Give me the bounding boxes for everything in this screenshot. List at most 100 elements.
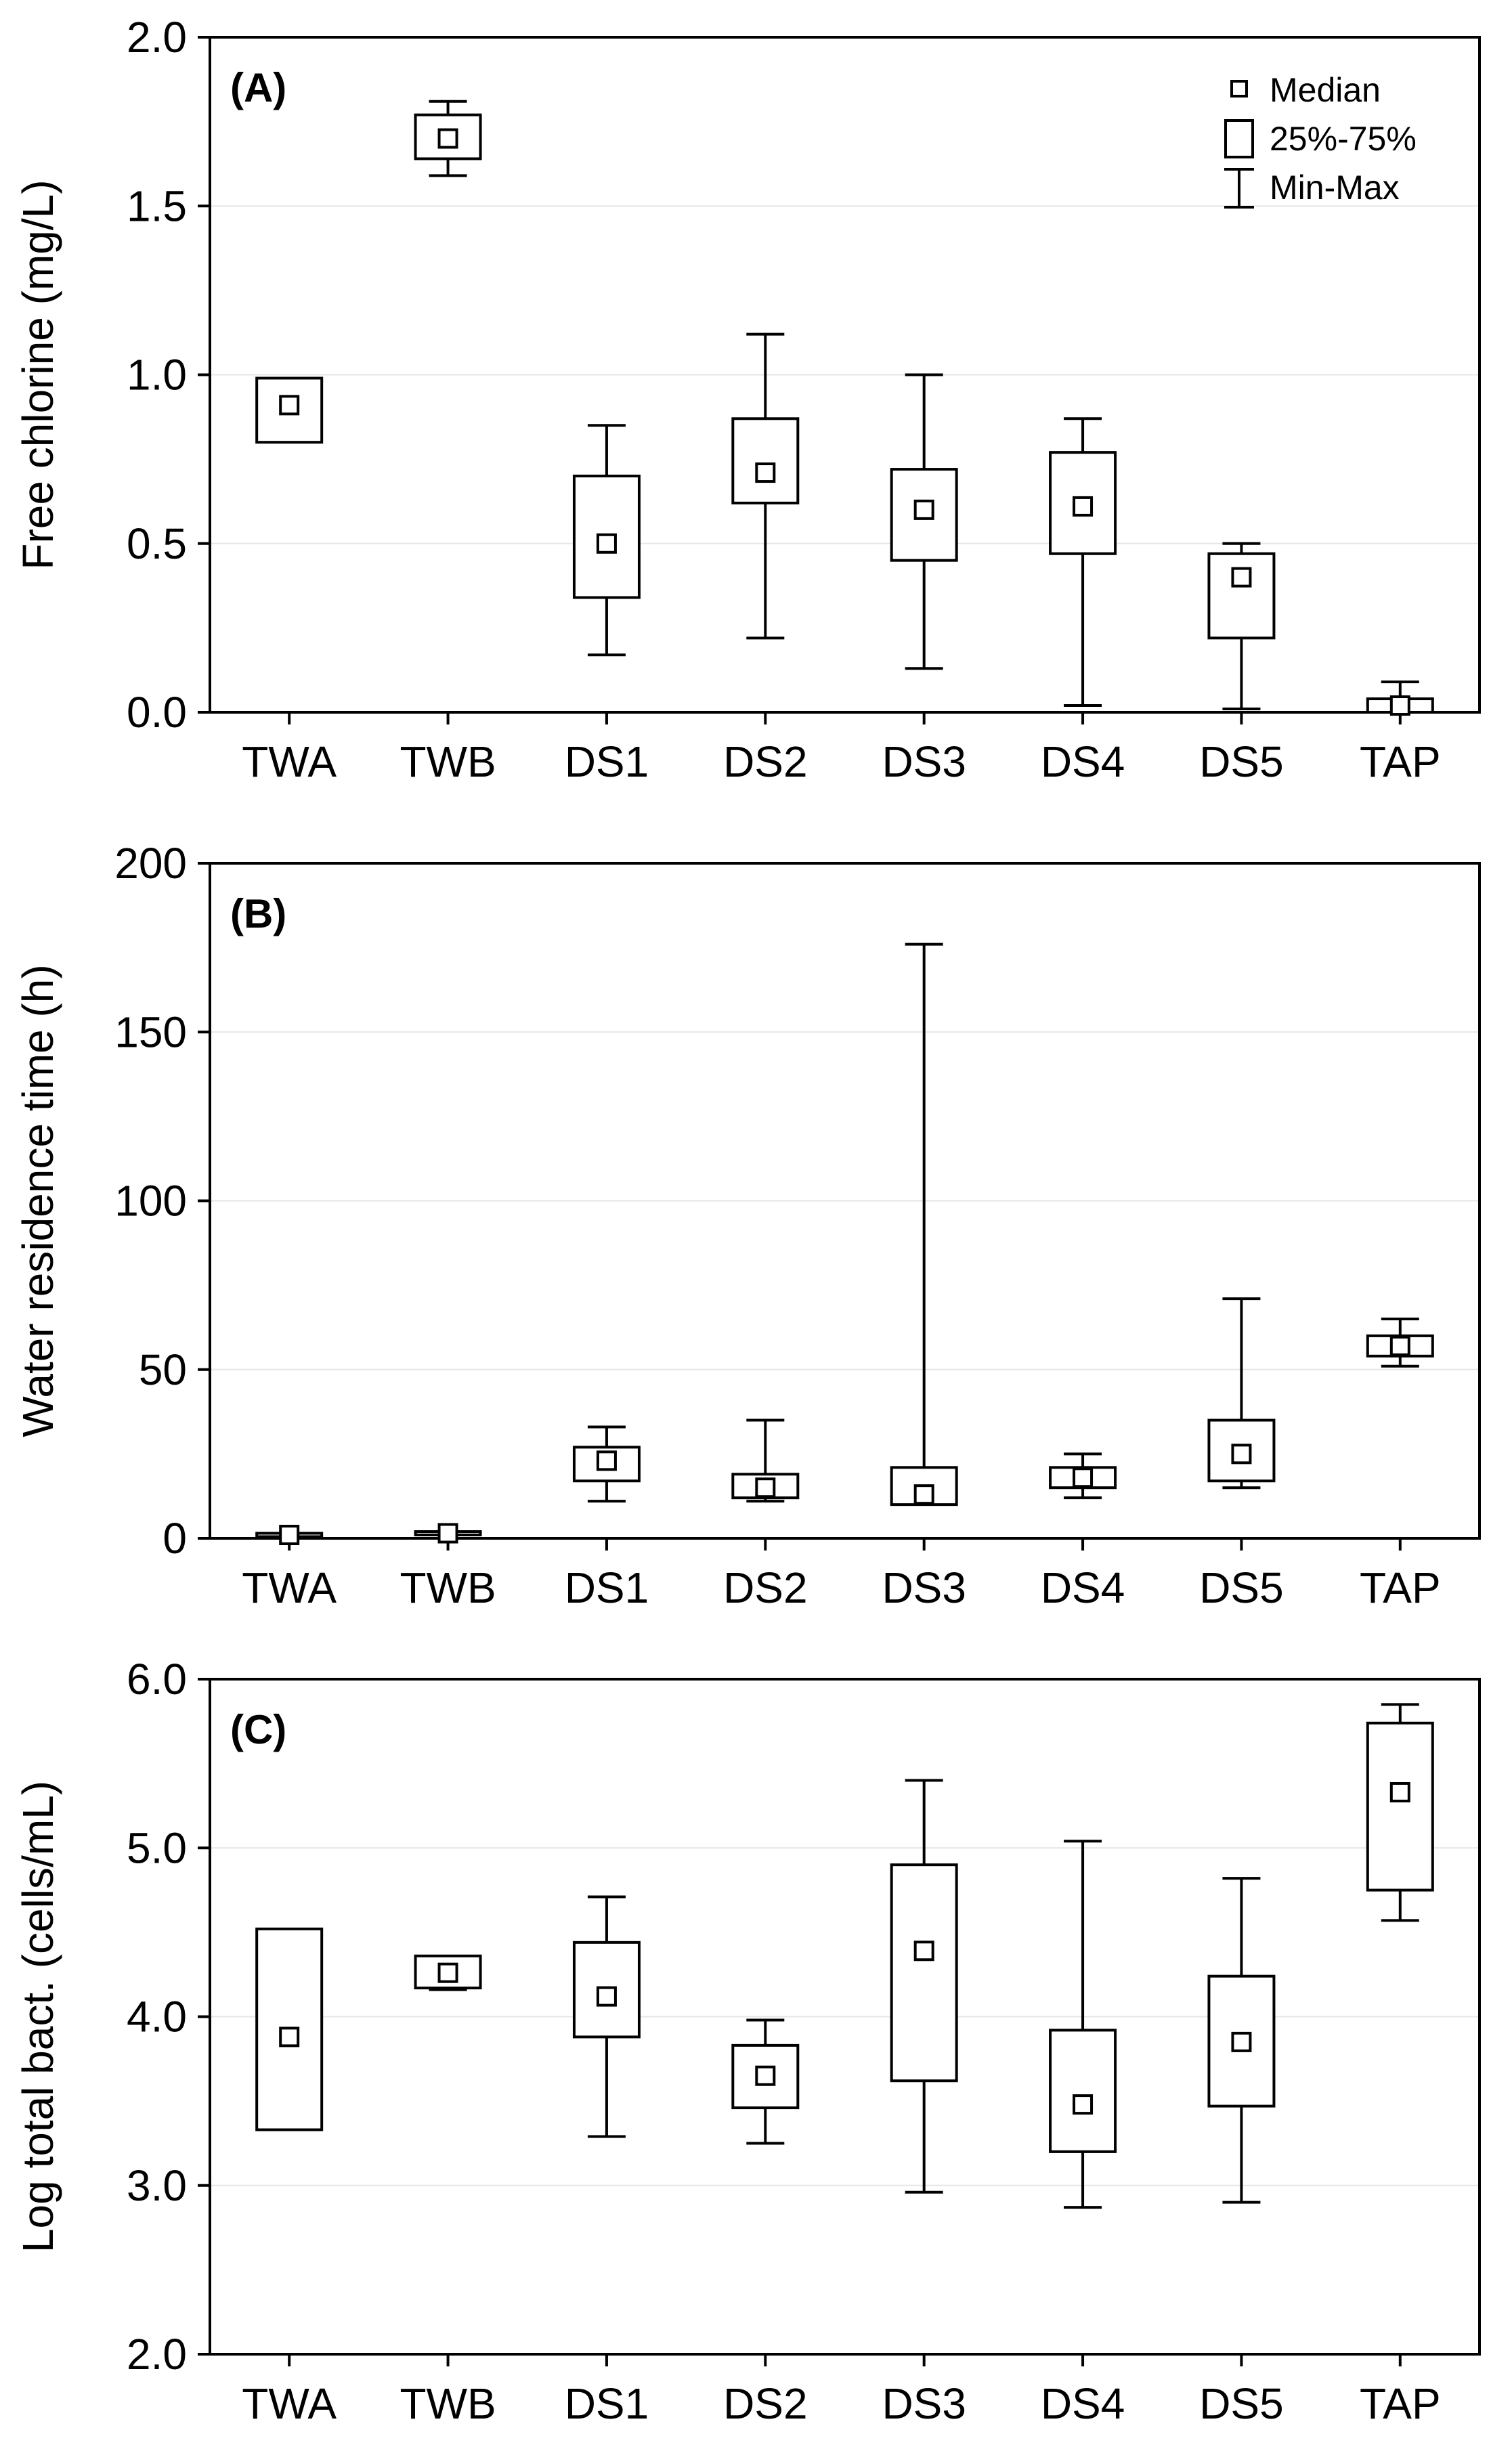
panel-a-median-marker-ds2 — [755, 462, 776, 483]
panel-a-xtick-label-5: DS4 — [1041, 737, 1125, 786]
panel-b-box-twa — [255, 1525, 324, 1546]
panel-b-box-ds5 — [1207, 1297, 1276, 1490]
panel-a-xtick-label-2: DS1 — [565, 737, 649, 786]
panel-c-median-marker-ds5 — [1231, 2031, 1252, 2052]
panel-b-median-marker-ds1 — [596, 1450, 617, 1471]
legend-iqr-symbol — [1224, 119, 1254, 158]
panel-a-box-ds1 — [572, 424, 641, 657]
panel-c-box-ds1 — [572, 1895, 641, 2138]
panel-b-box-ds4 — [1049, 1452, 1117, 1500]
legend-minmax-label: Min-Max — [1270, 169, 1400, 207]
panel-a-median-marker-ds3 — [913, 499, 934, 520]
panel-c-box-twa — [255, 1927, 324, 2131]
panel-b-xtick-label-2: DS1 — [565, 1563, 649, 1612]
panel-c-iqr-box-ds3 — [890, 1863, 958, 2083]
panel-a-median-marker-ds1 — [596, 533, 617, 554]
panel-c-box-ds4 — [1049, 1840, 1117, 2209]
panel-c-xtick-label-2: DS1 — [565, 2379, 649, 2428]
panel-c-iqr-box-ds4 — [1049, 2029, 1117, 2153]
panel-b-label: (B) — [230, 891, 286, 936]
panel-c-median-marker-twb — [437, 1962, 458, 1983]
panel-b: 0 50 100 150 200 TWA TWB DS1 DS2 DS3 DS4 DS5 TAP Wate… — [14, 839, 1481, 1612]
panel-c-median-marker-ds4 — [1073, 2094, 1094, 2115]
panel-a-box-ds3 — [890, 373, 958, 670]
panel-a: 0.0 0.5 1.0 1.5 2.0 TWA TWB DS1 DS2 DS3 DS4 DS5 TAP F… — [14, 13, 1481, 786]
panel-a-median-marker-twa — [279, 395, 300, 416]
panel-c-median-marker-twa — [279, 2027, 300, 2047]
panel-b-ytick-label-4: 200 — [114, 839, 187, 888]
panel-c-box-ds5 — [1207, 1877, 1276, 2204]
panel-a-box-ds2 — [731, 332, 800, 640]
panel-c-xtick-label-1: TWB — [399, 2379, 496, 2428]
panel-c-xtick-label-5: DS4 — [1041, 2379, 1125, 2428]
panel-b-box-tap — [1366, 1317, 1434, 1368]
panel-b-median-marker-ds4 — [1073, 1467, 1094, 1488]
panel-a-box-tap — [1366, 680, 1434, 716]
panel-b-median-marker-tap — [1389, 1335, 1410, 1356]
panel-a-median-marker-ds5 — [1231, 567, 1252, 588]
panel-b-y-axis-title: Water residence time (h) — [14, 964, 62, 1437]
panel-b-box-ds1 — [572, 1425, 641, 1503]
panel-c-ytick-label-1: 3.0 — [127, 2161, 187, 2210]
panel-c-label: (C) — [230, 1707, 286, 1752]
panel-b-xtick-label-5: DS4 — [1041, 1563, 1125, 1612]
panel-c-iqr-box-ds2 — [731, 2043, 800, 2110]
panel-a-legend: Median 25%-75% Min-Max — [1224, 71, 1417, 209]
panel-c-box-tap — [1366, 1703, 1434, 1922]
panel-c-ytick-label-0: 2.0 — [127, 2330, 187, 2379]
panel-a-median-marker-tap — [1389, 695, 1410, 716]
panel-c-ytick-label-2: 4.0 — [127, 1993, 187, 2041]
panel-b-xtick-label-1: TWB — [399, 1563, 496, 1612]
panel-a-ytick-label-2: 1.0 — [127, 351, 187, 399]
legend-median-label: Median — [1270, 71, 1381, 109]
panel-a-box-twb — [414, 100, 482, 177]
panel-b-median-marker-ds2 — [755, 1477, 776, 1498]
panel-c-xtick-label-0: TWA — [242, 2379, 337, 2428]
panel-c-box-ds3 — [890, 1779, 958, 2194]
panel-a-label: (A) — [230, 65, 286, 110]
panel-a-ytick-label-3: 1.5 — [127, 181, 187, 230]
panel-a-median-marker-ds4 — [1073, 496, 1094, 517]
panel-b-ytick-label-2: 100 — [114, 1177, 187, 1226]
panel-a-ytick-label-4: 2.0 — [127, 13, 187, 62]
panel-a-ytick-label-1: 0.5 — [127, 519, 187, 568]
panel-c-box-twb — [414, 1954, 482, 1991]
panel-b-ytick-label-0: 0 — [163, 1514, 187, 1563]
panel-c-median-marker-ds2 — [755, 2065, 776, 2086]
panel-c-median-marker-ds1 — [596, 1986, 617, 2007]
legend-median-symbol — [1230, 80, 1248, 97]
panel-b-median-marker-ds3 — [913, 1484, 934, 1505]
legend-minmax-symbol — [1224, 168, 1254, 209]
panel-a-box-ds5 — [1207, 542, 1276, 711]
panel-c: 2.0 3.0 4.0 5.0 6.0 TWA TWB DS1 DS2 DS3 DS4 DS5 TAP L… — [14, 1655, 1481, 2428]
panel-b-xtick-label-0: TWA — [242, 1563, 337, 1612]
panel-b-ytick-label-3: 150 — [114, 1007, 187, 1056]
panel-c-median-marker-ds3 — [913, 1941, 934, 1962]
panel-c-ytick-label-4: 6.0 — [127, 1655, 187, 1704]
panel-a-xtick-label-6: DS5 — [1199, 737, 1284, 786]
panel-a-xtick-label-1: TWB — [399, 737, 496, 786]
legend-iqr-label: 25%-75% — [1270, 120, 1417, 158]
panel-a-y-axis-title: Free chlorine (mg/L) — [14, 179, 62, 569]
panel-b-box-ds2 — [731, 1418, 800, 1503]
panel-a-median-marker-twb — [437, 128, 458, 149]
panel-b-xtick-label-3: DS2 — [723, 1563, 808, 1612]
panel-b-ytick-label-1: 50 — [139, 1345, 187, 1394]
panel-a-box-ds4 — [1049, 417, 1117, 708]
panel-c-ytick-label-3: 5.0 — [127, 1823, 187, 1872]
panel-a-xtick-label-4: DS3 — [882, 737, 966, 786]
panel-a-iqr-box-ds2 — [731, 417, 800, 504]
panel-c-xtick-label-6: DS5 — [1199, 2379, 1284, 2428]
panel-a-xtick-label-0: TWA — [242, 737, 337, 786]
panel-b-xtick-label-4: DS3 — [882, 1563, 966, 1612]
panel-c-xtick-label-3: DS2 — [723, 2379, 808, 2428]
panel-c-xtick-label-4: DS3 — [882, 2379, 966, 2428]
panel-b-median-marker-ds5 — [1231, 1444, 1252, 1465]
panel-a-box-twa — [255, 376, 324, 444]
panel-c-box-ds2 — [731, 2018, 800, 2145]
panel-a-ytick-label-0: 0.0 — [127, 688, 187, 737]
panel-b-xtick-label-7: TAP — [1360, 1563, 1441, 1612]
panel-b-xtick-label-6: DS5 — [1199, 1563, 1284, 1612]
panel-c-iqr-box-tap — [1366, 1721, 1434, 1892]
